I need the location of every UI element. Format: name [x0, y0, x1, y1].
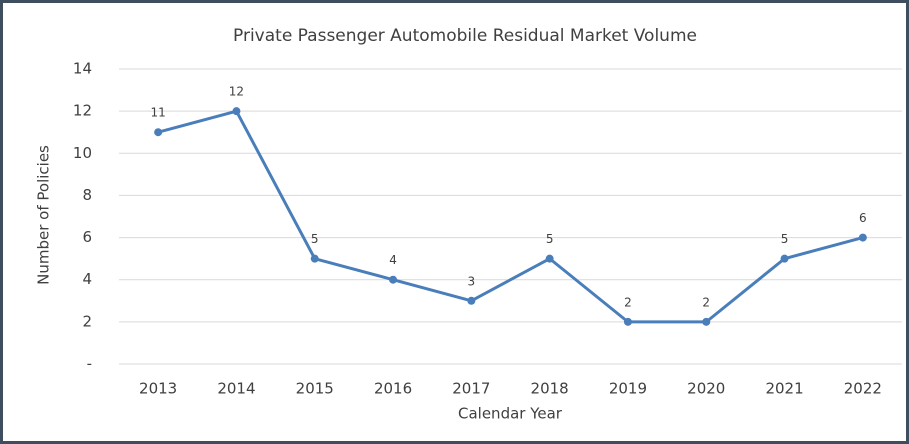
- x-tick-label: 2018: [531, 380, 569, 398]
- x-tick-label: 2015: [296, 380, 334, 398]
- point: [389, 275, 398, 284]
- y-tick-label: 14: [73, 60, 92, 78]
- data-label: 11: [151, 106, 166, 120]
- x-tick-label: 2020: [687, 380, 725, 398]
- point: [232, 107, 241, 116]
- y-axis-label: Number of Policies: [35, 145, 53, 285]
- data-label: 6: [859, 211, 867, 225]
- y-tick-label: 4: [82, 270, 92, 288]
- data-label: 12: [229, 85, 244, 99]
- data-label: 5: [781, 232, 789, 246]
- y-tick-label: 8: [82, 186, 92, 204]
- point: [310, 254, 319, 263]
- y-tick-label: 10: [73, 144, 92, 162]
- y-tick-label: 6: [82, 228, 92, 246]
- y-tick-label: 2: [82, 312, 92, 330]
- x-tick-label: 2021: [765, 380, 803, 398]
- data-label: 5: [546, 232, 554, 246]
- x-tick-label: 2019: [609, 380, 647, 398]
- y-tick-label: 12: [73, 102, 92, 120]
- data-label: 5: [311, 232, 319, 246]
- point: [623, 317, 632, 326]
- point: [467, 296, 476, 305]
- point: [780, 254, 789, 263]
- line: [157, 109, 864, 324]
- data-label: 2: [702, 295, 710, 309]
- x-tick-label: 2017: [452, 380, 490, 398]
- x-tick-label: 2022: [844, 380, 882, 398]
- point: [154, 128, 163, 137]
- data-label: 4: [389, 253, 397, 267]
- data-label: 2: [624, 295, 632, 309]
- point: [702, 317, 711, 326]
- x-tick-label: 2016: [374, 380, 412, 398]
- y-tick-label: -: [87, 355, 92, 373]
- x-axis-label: Calendar Year: [458, 405, 563, 423]
- x-tick-label: 2013: [139, 380, 177, 398]
- x-tick-label: 2014: [217, 380, 255, 398]
- point: [545, 254, 554, 263]
- data-label: 3: [468, 274, 476, 288]
- point: [858, 233, 867, 242]
- chart-title: Private Passenger Automobile Residual Ma…: [233, 26, 697, 46]
